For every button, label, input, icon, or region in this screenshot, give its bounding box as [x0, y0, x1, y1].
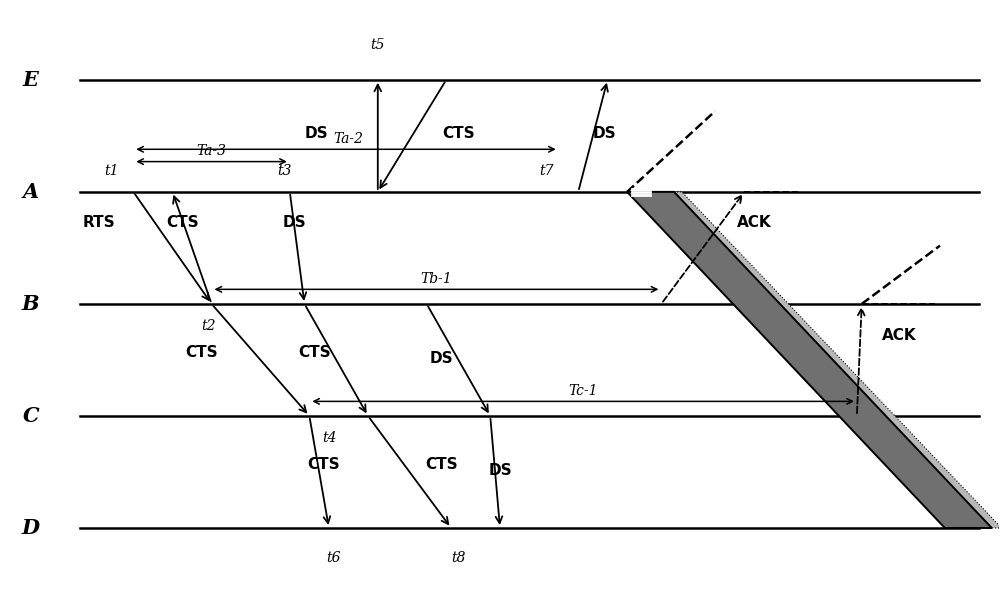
Text: t1: t1 [105, 164, 119, 177]
Text: DS: DS [283, 215, 307, 230]
Text: DS: DS [488, 463, 512, 478]
Text: CTS: CTS [308, 457, 340, 472]
Text: A: A [23, 182, 39, 202]
Text: CTS: CTS [166, 215, 199, 230]
Text: t6: t6 [327, 551, 341, 565]
Polygon shape [645, 192, 1000, 528]
Text: DS: DS [593, 126, 616, 141]
Text: Tc-1: Tc-1 [568, 384, 598, 398]
Text: D: D [22, 518, 40, 538]
Text: B: B [22, 294, 40, 314]
Text: t2: t2 [201, 319, 216, 333]
Text: t5: t5 [371, 38, 385, 52]
Text: ACK: ACK [737, 215, 772, 230]
Text: Ta-2: Ta-2 [333, 132, 363, 146]
Text: t8: t8 [452, 551, 466, 565]
Text: RTS: RTS [83, 215, 115, 230]
Text: CTS: CTS [298, 345, 331, 359]
Text: DS: DS [430, 351, 453, 366]
Text: CTS: CTS [425, 457, 458, 472]
Text: t7: t7 [540, 164, 554, 177]
Text: t4: t4 [323, 431, 337, 446]
Polygon shape [627, 192, 992, 528]
Text: Ta-3: Ta-3 [197, 144, 227, 158]
Text: CTS: CTS [443, 126, 475, 141]
Text: t3: t3 [278, 164, 292, 177]
Text: Tb-1: Tb-1 [421, 272, 452, 286]
Text: DS: DS [304, 126, 328, 141]
Text: CTS: CTS [185, 345, 218, 359]
Text: ACK: ACK [882, 328, 916, 343]
Text: E: E [23, 70, 39, 90]
Text: C: C [22, 406, 39, 426]
